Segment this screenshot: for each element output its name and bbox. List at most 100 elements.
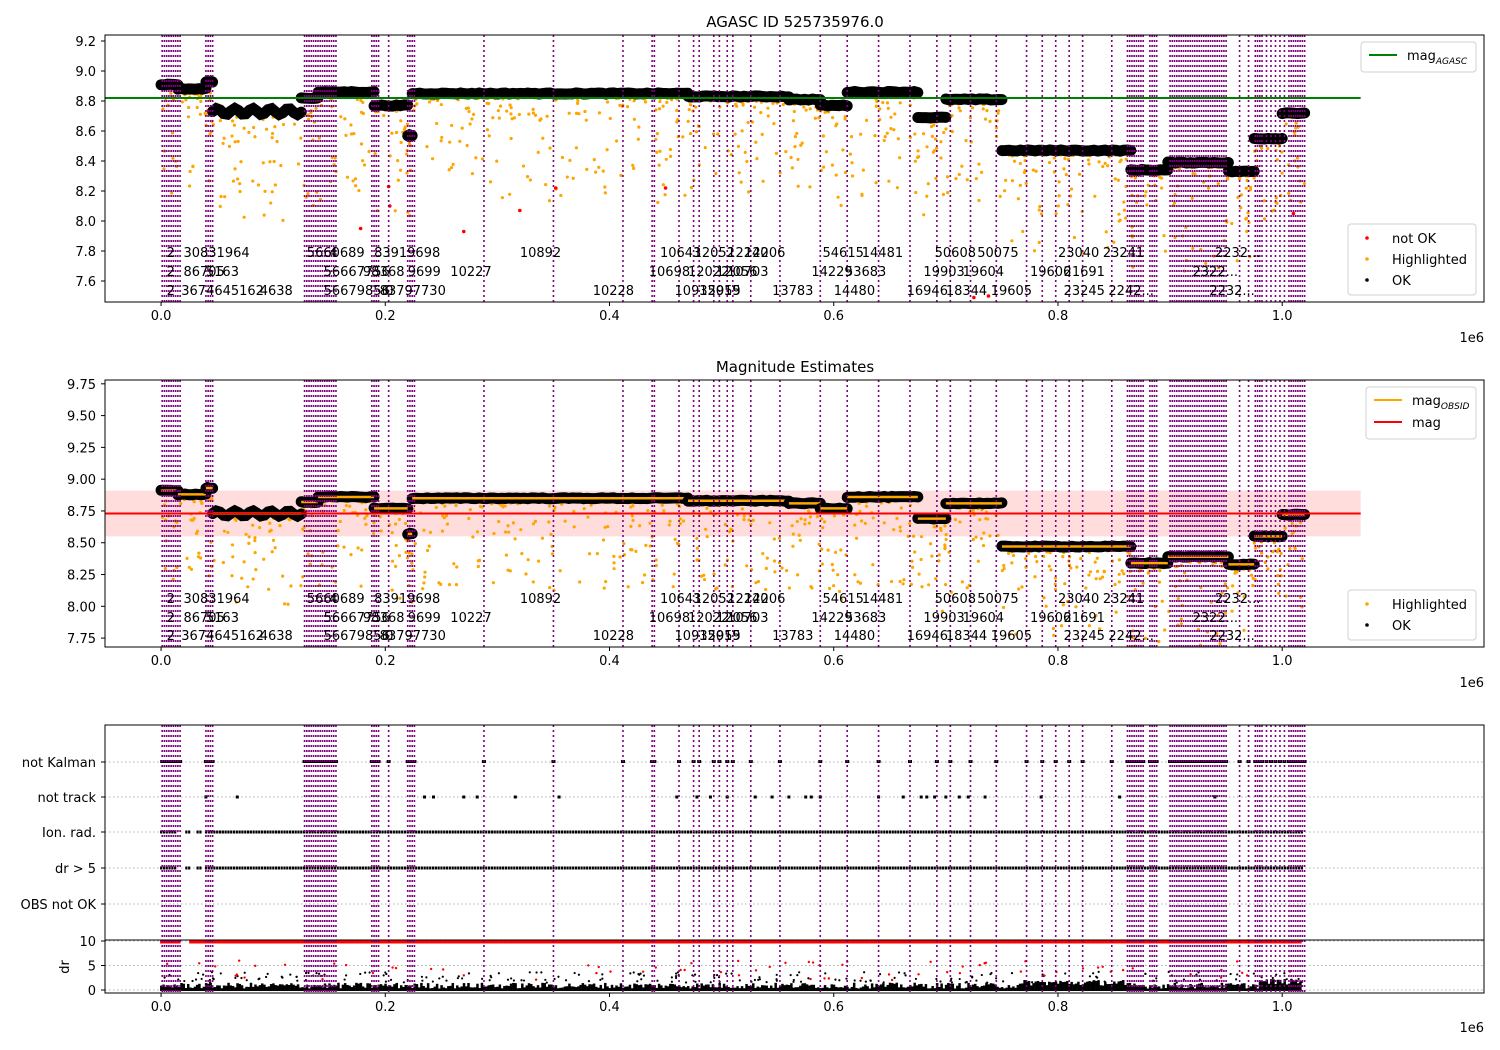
dr-point (1236, 973, 1239, 976)
highlighted-point (454, 503, 458, 508)
flag-point (1241, 830, 1245, 834)
flag-point (723, 866, 726, 870)
highlighted-point (689, 131, 693, 136)
flag-point (942, 830, 945, 834)
dr-point (540, 971, 543, 974)
dr-point (1113, 981, 1116, 991)
ok-band (1248, 132, 1288, 145)
flag-point (560, 866, 564, 870)
dr-clipped-point (543, 939, 546, 944)
flag-point (1146, 830, 1149, 834)
flag-point (586, 866, 589, 870)
highlighted-point (1039, 212, 1044, 216)
highlighted-point (1266, 567, 1270, 571)
flag-point (1090, 830, 1093, 834)
dr-point (870, 983, 874, 991)
flag-point (378, 830, 381, 834)
dr-clipped-point (1032, 939, 1035, 944)
flag-point (900, 830, 903, 834)
dr-point (435, 983, 439, 991)
highlighted-point (625, 105, 630, 109)
dr-point (807, 977, 810, 980)
flag-point (370, 866, 373, 870)
highlighted-point (242, 126, 246, 130)
highlighted-point (654, 108, 658, 112)
flag-point (210, 866, 213, 870)
dr-point (421, 979, 424, 982)
highlighted-point (977, 162, 981, 166)
highlighted-point (898, 529, 903, 533)
highlighted-point (1262, 217, 1267, 221)
flag-point (832, 866, 835, 870)
flag-point (255, 866, 258, 870)
flag-point (970, 866, 973, 870)
highlighted-point (740, 507, 744, 511)
highlighted-point (1124, 216, 1128, 220)
highlighted-point (278, 524, 282, 528)
dr-point (1227, 983, 1230, 991)
flag-point (412, 866, 415, 870)
dr-clipped-point (1083, 939, 1087, 944)
dr-point (1068, 983, 1071, 991)
dr-clipped-point (512, 939, 515, 944)
highlighted-point (398, 596, 402, 600)
highlighted-point (931, 150, 936, 154)
flag-point (560, 830, 564, 834)
flag-point (986, 830, 990, 834)
dr-point (1117, 981, 1121, 991)
flag-point (773, 866, 777, 870)
highlighted-point (631, 518, 635, 523)
highlighted-point (945, 175, 950, 179)
dr-point (319, 985, 322, 991)
ok-band (207, 102, 307, 121)
dr-point (164, 986, 168, 991)
dr-point (597, 987, 600, 991)
dr-point (522, 979, 526, 982)
flag-point (804, 866, 807, 870)
highlighted-point (1010, 179, 1015, 183)
dr-point (294, 985, 298, 991)
highlighted-point (926, 182, 930, 186)
flag-point (269, 866, 272, 870)
flag-point (701, 866, 704, 870)
dr-point (702, 985, 706, 991)
flag-point (810, 866, 813, 870)
y-tick-label: 8.2 (75, 185, 96, 200)
highlighted-point (536, 559, 541, 563)
highlighted-point (1220, 591, 1224, 595)
legend-dot-swatch (1365, 278, 1369, 282)
highlighted-point (841, 148, 845, 152)
highlighted-point (218, 204, 222, 208)
highlighted-point (1279, 551, 1283, 556)
flag-point (1188, 866, 1191, 870)
flag-point (644, 866, 648, 870)
flag-point (686, 866, 690, 870)
dr-point (749, 986, 753, 991)
highlighted-point (246, 585, 250, 589)
dr-clipped-point (1272, 939, 1275, 944)
dr-clipped-point (595, 939, 598, 944)
dr-point (489, 984, 493, 991)
highlighted-point (998, 194, 1002, 198)
dr-clipped-point (808, 939, 811, 944)
highlighted-point (405, 556, 410, 560)
flag-point (874, 830, 877, 834)
flag-point (356, 866, 359, 870)
flag-point (1121, 866, 1124, 870)
flag-point (1087, 830, 1090, 834)
highlighted-point (186, 105, 191, 110)
flag-point (1040, 866, 1043, 870)
dr-clipped-point (754, 939, 757, 944)
dr-point (512, 982, 515, 991)
flag-point (328, 866, 331, 870)
dr-not-ok-point (429, 967, 433, 971)
highlighted-point (601, 538, 606, 542)
dr-point (321, 987, 325, 991)
dr-point (384, 983, 387, 991)
dr-not-ok-point (198, 962, 201, 965)
highlighted-point (1295, 156, 1300, 160)
dr-point (260, 983, 264, 991)
dr-point (525, 985, 529, 991)
dr-clipped-point (1090, 939, 1094, 944)
flag-point (339, 830, 342, 834)
